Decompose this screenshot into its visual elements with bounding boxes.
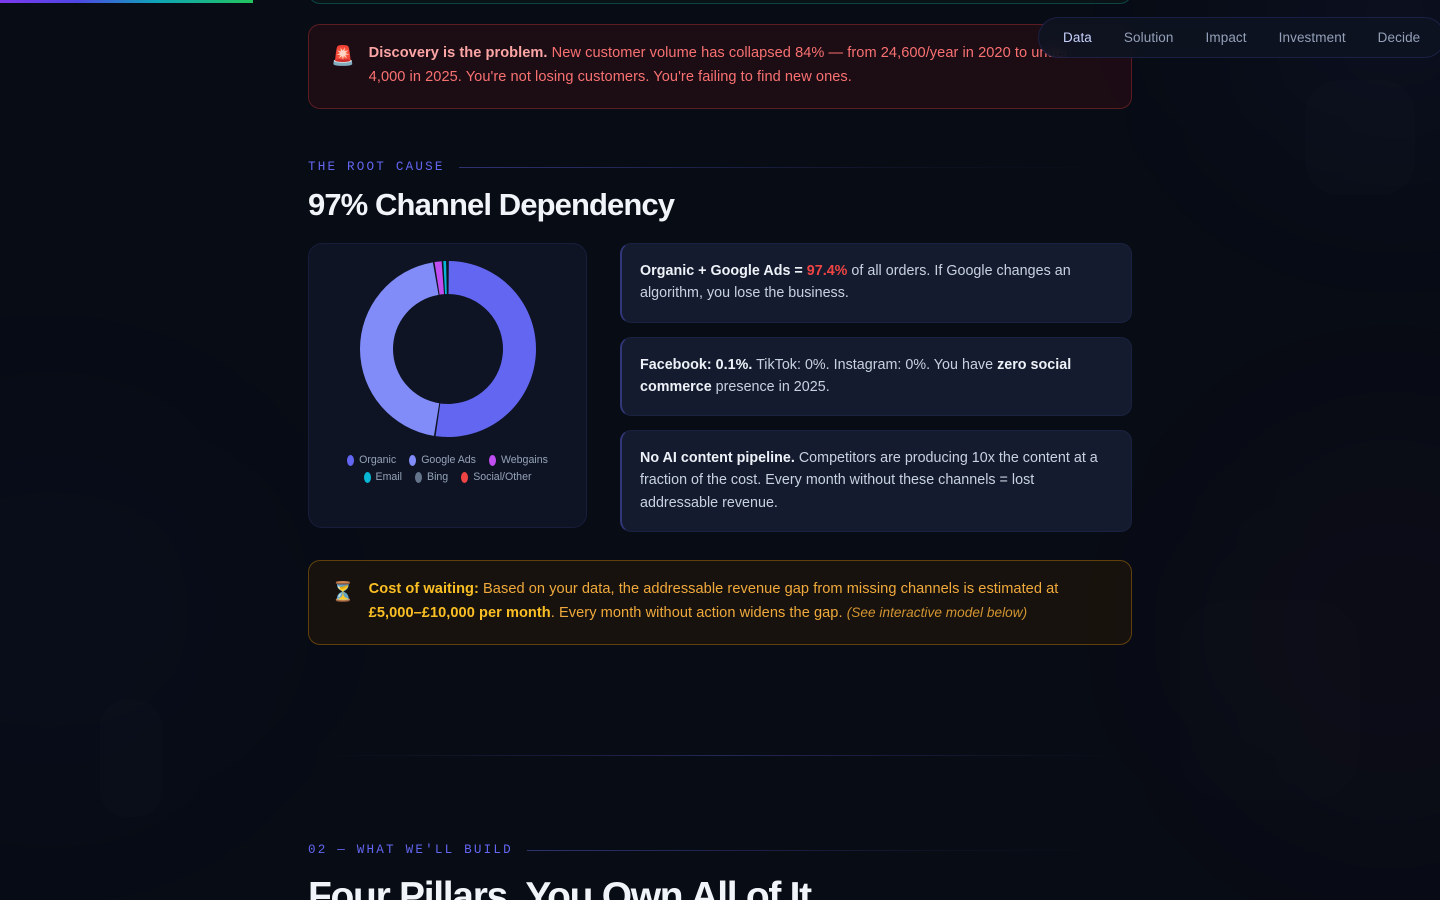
legend-swatch-icon (409, 454, 417, 466)
cost-of-waiting-callout: ⏳ Cost of waiting: Based on your data, t… (308, 560, 1132, 646)
donut-chart[interactable] (357, 258, 539, 440)
police-car-light-icon: 🚨 (331, 46, 355, 67)
discovery-problem-callout: 🚨 Discovery is the problem. New customer… (308, 24, 1132, 110)
donut-slice-organic[interactable] (435, 261, 536, 437)
channel-dependency-grid: Organic Google Ads Webgains Email Bing Social… (308, 243, 1132, 533)
insight-card-1-text: Organic + Google Ads = 97.4% of all orde… (640, 260, 1111, 305)
cost-of-waiting-body: Based on your data, the addressable reve… (478, 581, 1059, 597)
insight-card-2-tail: presence in 2025. (711, 378, 830, 395)
insight-card-2-text: Facebook: 0.1%. TikTok: 0%. Instagram: 0… (640, 354, 1111, 399)
legend-label: Google Ads (421, 454, 476, 466)
donut-slice-webgains[interactable] (434, 261, 444, 295)
cost-of-waiting-amount: £5,000–£10,000 per month (368, 604, 551, 621)
legend-item-bing[interactable]: Bing (415, 471, 448, 483)
next-section-eyebrow: 02 — WHAT WE'LL BUILD (308, 843, 513, 857)
legend-label: Bing (427, 471, 449, 483)
insight-card-ai-content: No AI content pipeline. Competitors are … (620, 430, 1132, 533)
legend-swatch-icon (415, 471, 422, 483)
cost-of-waiting-text: Cost of waiting: Based on your data, the… (369, 578, 1109, 625)
root-cause-eyebrow: THE ROOT CAUSE (308, 160, 445, 174)
legend-swatch-icon (363, 471, 371, 483)
legend-swatch-icon (347, 454, 355, 466)
insight-card-3-body: Competitors are producing 10x the conten… (640, 450, 1098, 511)
legend-swatch-icon (488, 454, 496, 466)
next-section-eyebrow-row: 02 — WHAT WE'LL BUILD (308, 843, 1132, 857)
insight-card-2-lead: Facebook: 0.1%. (640, 356, 753, 373)
insight-card-list: Organic + Google Ads = 97.4% of all orde… (620, 243, 1132, 533)
insight-card-3-text: No AI content pipeline. Competitors are … (640, 447, 1111, 514)
donut-slice-email[interactable] (442, 261, 447, 295)
root-cause-eyebrow-row: THE ROOT CAUSE (308, 160, 1132, 174)
nav-item-impact[interactable]: Impact (1192, 24, 1261, 51)
insight-card-2-body: TikTok: 0%. Instagram: 0%. You have (752, 356, 998, 373)
donut-legend: Organic Google Ads Webgains Email Bing Social… (332, 454, 564, 483)
discovery-problem-text: Discovery is the problem. New customer v… (369, 42, 1109, 89)
cost-of-waiting-note: (See interactive model below) (846, 604, 1028, 620)
legend-label: Social/Other (473, 471, 532, 483)
next-eyebrow-divider-line (526, 849, 1132, 851)
insight-card-1-body: of all orders. If Google changes an algo… (640, 263, 1071, 302)
next-section-title: Four Pillars. You Own All of It. (308, 875, 822, 900)
root-cause-title: 97% Channel Dependency (308, 187, 675, 222)
scroll-progress-bar (0, 0, 254, 3)
insight-card-channel-concentration: Organic + Google Ads = 97.4% of all orde… (620, 243, 1132, 323)
legend-label: Webgains (500, 454, 548, 466)
hourglass-icon: ⏳ (331, 582, 355, 603)
legend-item-email[interactable]: Email (363, 471, 403, 483)
nav-item-investment[interactable]: Investment (1265, 24, 1360, 51)
nav-item-decide[interactable]: Decide (1364, 24, 1435, 51)
insight-card-social-presence: Facebook: 0.1%. TikTok: 0%. Instagram: 0… (620, 336, 1132, 417)
legend-label: Organic (359, 454, 397, 466)
donut-svg (359, 261, 536, 437)
nav-item-solution[interactable]: Solution (1110, 24, 1188, 51)
cost-of-waiting-tail: . Every month without action widens the … (550, 604, 847, 621)
channel-donut-chart-card: Organic Google Ads Webgains Email Bing Social… (308, 243, 587, 528)
section-nav[interactable]: Data Solution Impact Investment Decide (1038, 17, 1440, 58)
insight-card-2-bold-tail: zero social commerce (640, 356, 1072, 395)
section-divider (308, 755, 1132, 756)
insight-card-3-lead: No AI content pipeline. (640, 450, 795, 467)
next-section-header: 02 — WHAT WE'LL BUILD Four Pillars. You … (308, 843, 1132, 900)
legend-label: Email (375, 471, 403, 483)
eyebrow-divider-line (458, 166, 1132, 168)
insight-card-1-lead: Organic + Google Ads = (640, 263, 807, 279)
previous-card-edge (308, 0, 1132, 4)
donut-slice-google-ads[interactable] (359, 262, 439, 436)
legend-item-organic[interactable]: Organic (347, 454, 396, 466)
legend-item-social-other[interactable]: Social/Other (461, 471, 532, 483)
discovery-problem-body: New customer volume has collapsed 84% — … (368, 45, 1069, 85)
legend-item-webgains[interactable]: Webgains (488, 454, 548, 466)
root-cause-header: THE ROOT CAUSE 97% Channel Dependency (308, 160, 1132, 223)
cost-of-waiting-lead: Cost of waiting: (368, 581, 479, 597)
legend-swatch-icon (461, 471, 469, 483)
insight-card-1-highlight: 97.4% (806, 263, 848, 279)
legend-item-google-ads[interactable]: Google Ads (409, 454, 476, 466)
nav-item-data[interactable]: Data (1049, 24, 1106, 51)
discovery-problem-lead: Discovery is the problem. (368, 45, 548, 61)
